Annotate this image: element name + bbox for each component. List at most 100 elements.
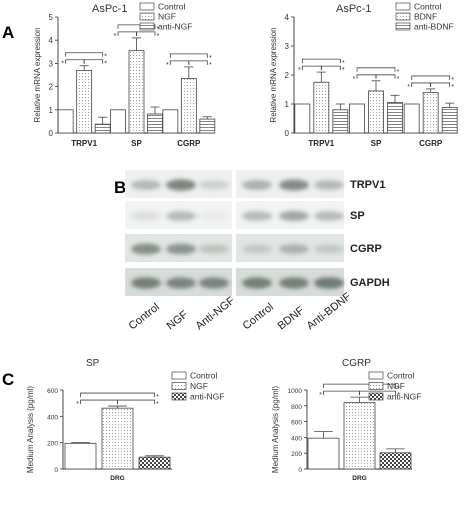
significance-star: * [157, 26, 160, 33]
blot-band [166, 211, 196, 221]
category-label: SP [371, 139, 382, 148]
significance-bracket [301, 65, 322, 71]
legend-swatch [395, 22, 411, 31]
bar [128, 50, 145, 134]
blot-lane-label: BDNF [276, 304, 307, 332]
significance-bracket [301, 58, 341, 64]
blot-lane-label: Control [241, 301, 276, 332]
blot-band [242, 211, 272, 221]
legend-swatch [368, 382, 384, 390]
significance-bracket [188, 60, 208, 65]
y-tick-label: 400 [291, 435, 302, 442]
chart-a-ngf: AsPc-1 0 1 2 3 4 5 Relative mRNA expression TRPV… [33, 2, 216, 148]
significance-star: * [407, 84, 410, 91]
category-label: CGRP [177, 139, 201, 148]
bar [294, 103, 311, 134]
chart-title: SP [86, 358, 100, 369]
significance-star: * [156, 401, 159, 408]
legend-swatch [368, 371, 384, 380]
legend-swatch [139, 22, 155, 31]
y-tick-label: 2 [285, 71, 290, 80]
legend-label: NGF [158, 12, 176, 22]
y-axis-label: Relative mRNA expression [269, 27, 278, 122]
bar [422, 92, 439, 134]
blot-band [131, 243, 161, 255]
chart-a-bdnf: AsPc-1 0 1 2 3 4 Relative mRNA expression TRPV1… [269, 2, 458, 148]
bar [332, 109, 349, 134]
blot-band [166, 179, 196, 191]
y-tick-label: 1000 [288, 388, 303, 395]
y-tick-label: 0 [49, 129, 54, 138]
chart-title: CGRP [342, 358, 371, 369]
blot-band [314, 277, 344, 289]
significance-star: * [319, 392, 322, 399]
bar [147, 113, 163, 134]
significance-bracket [80, 392, 155, 398]
blot-band [279, 179, 309, 191]
significance-bracket [117, 24, 156, 29]
y-tick-label: 1 [285, 100, 290, 109]
y-tick-label: 600 [291, 420, 302, 427]
significance-bracket [323, 383, 396, 389]
significance-star: * [397, 69, 400, 76]
blot-lane-label: Anti-BDNF [305, 290, 354, 332]
blot-band [314, 211, 344, 221]
bar [94, 123, 111, 134]
significance-bracket [65, 59, 85, 64]
y-tick-label: 0 [298, 467, 302, 474]
legend-swatch [171, 392, 187, 401]
blot-band [314, 244, 344, 254]
significance-bracket [169, 60, 190, 65]
bar [57, 109, 74, 134]
significance-bracket [80, 399, 118, 405]
significance-bracket [320, 65, 341, 71]
legend-label: anti-NGF [158, 22, 192, 32]
bar [368, 90, 384, 134]
significance-bracket [83, 59, 104, 64]
significance-star: * [61, 61, 64, 68]
bar [441, 107, 458, 134]
legend-label: NGF [387, 381, 405, 391]
bar [180, 78, 197, 134]
blot-band [166, 277, 196, 289]
bar [162, 109, 179, 134]
significance-bracket [169, 53, 208, 58]
significance-bracket [375, 74, 396, 79]
significance-star: * [397, 392, 400, 399]
blot-row-label: SP [350, 210, 365, 222]
y-axis-label: Relative mRNA expression [33, 27, 42, 122]
blot-band [199, 180, 229, 190]
y-tick-label: 3 [285, 42, 290, 51]
y-tick-label: 200 [291, 451, 302, 458]
y-axis-label: Medium Analysis (pg/ml) [26, 386, 35, 473]
bar [307, 437, 340, 470]
y-tick-label: 800 [291, 404, 302, 411]
legend-swatch [139, 12, 155, 21]
blot-row-label: GAPDH [350, 277, 390, 289]
category-label: TRPV1 [308, 139, 334, 148]
bar [138, 456, 171, 470]
legend-label: Control [158, 2, 186, 12]
significance-bracket [65, 52, 104, 57]
bar [110, 109, 126, 134]
legend-swatch [395, 12, 411, 21]
category-label: DRG [110, 475, 124, 482]
blot-band [279, 244, 309, 254]
significance-bracket [411, 75, 451, 80]
y-tick-label: 0 [54, 467, 58, 474]
chart-title: AsPc-1 [336, 3, 371, 15]
y-tick-label: 4 [49, 36, 54, 45]
category-label: CGRP [419, 139, 443, 148]
category-label: DRG [352, 475, 366, 482]
bar [76, 69, 93, 134]
legend-label: Control [387, 371, 415, 381]
legend-label: Control [414, 2, 442, 12]
significance-star: * [342, 67, 345, 74]
legend-label: anti-NGF [190, 392, 224, 402]
bar [101, 407, 134, 470]
significance-bracket [359, 390, 396, 396]
legend-swatch [368, 392, 384, 401]
legend-swatch [139, 2, 155, 11]
